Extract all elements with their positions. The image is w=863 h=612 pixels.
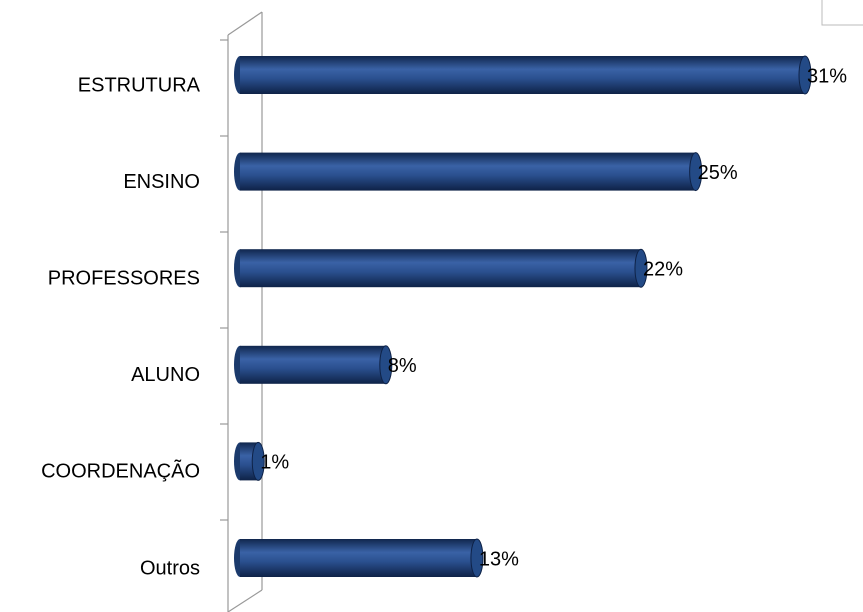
y-tick-label: PROFESSORES <box>48 267 200 289</box>
value-label: 31% <box>807 65 847 87</box>
bar <box>240 345 386 384</box>
bar-cap <box>634 248 648 288</box>
bar-cap <box>689 152 703 192</box>
bar <box>240 249 641 288</box>
value-label: 25% <box>698 162 738 184</box>
y-tick-label: COORDENAÇÃO <box>41 459 200 483</box>
bar-cap <box>798 55 812 95</box>
value-label: 13% <box>479 548 519 570</box>
y-tick-label: ALUNO <box>131 364 200 386</box>
legend-box <box>821 0 863 26</box>
y-tick-label: Outros <box>140 557 200 579</box>
y-tick-label: ENSINO <box>123 171 200 193</box>
value-label: 22% <box>643 258 683 280</box>
bar-cap <box>251 441 265 481</box>
value-label: 1% <box>260 452 289 474</box>
bar-cap <box>379 345 393 385</box>
value-label: 8% <box>388 355 417 377</box>
y-tick-label: ESTRUTURA <box>78 74 201 96</box>
bar <box>240 152 696 191</box>
bar-cap <box>470 538 484 578</box>
bar <box>240 56 805 94</box>
axis-wall <box>220 11 263 612</box>
bar <box>240 539 477 577</box>
